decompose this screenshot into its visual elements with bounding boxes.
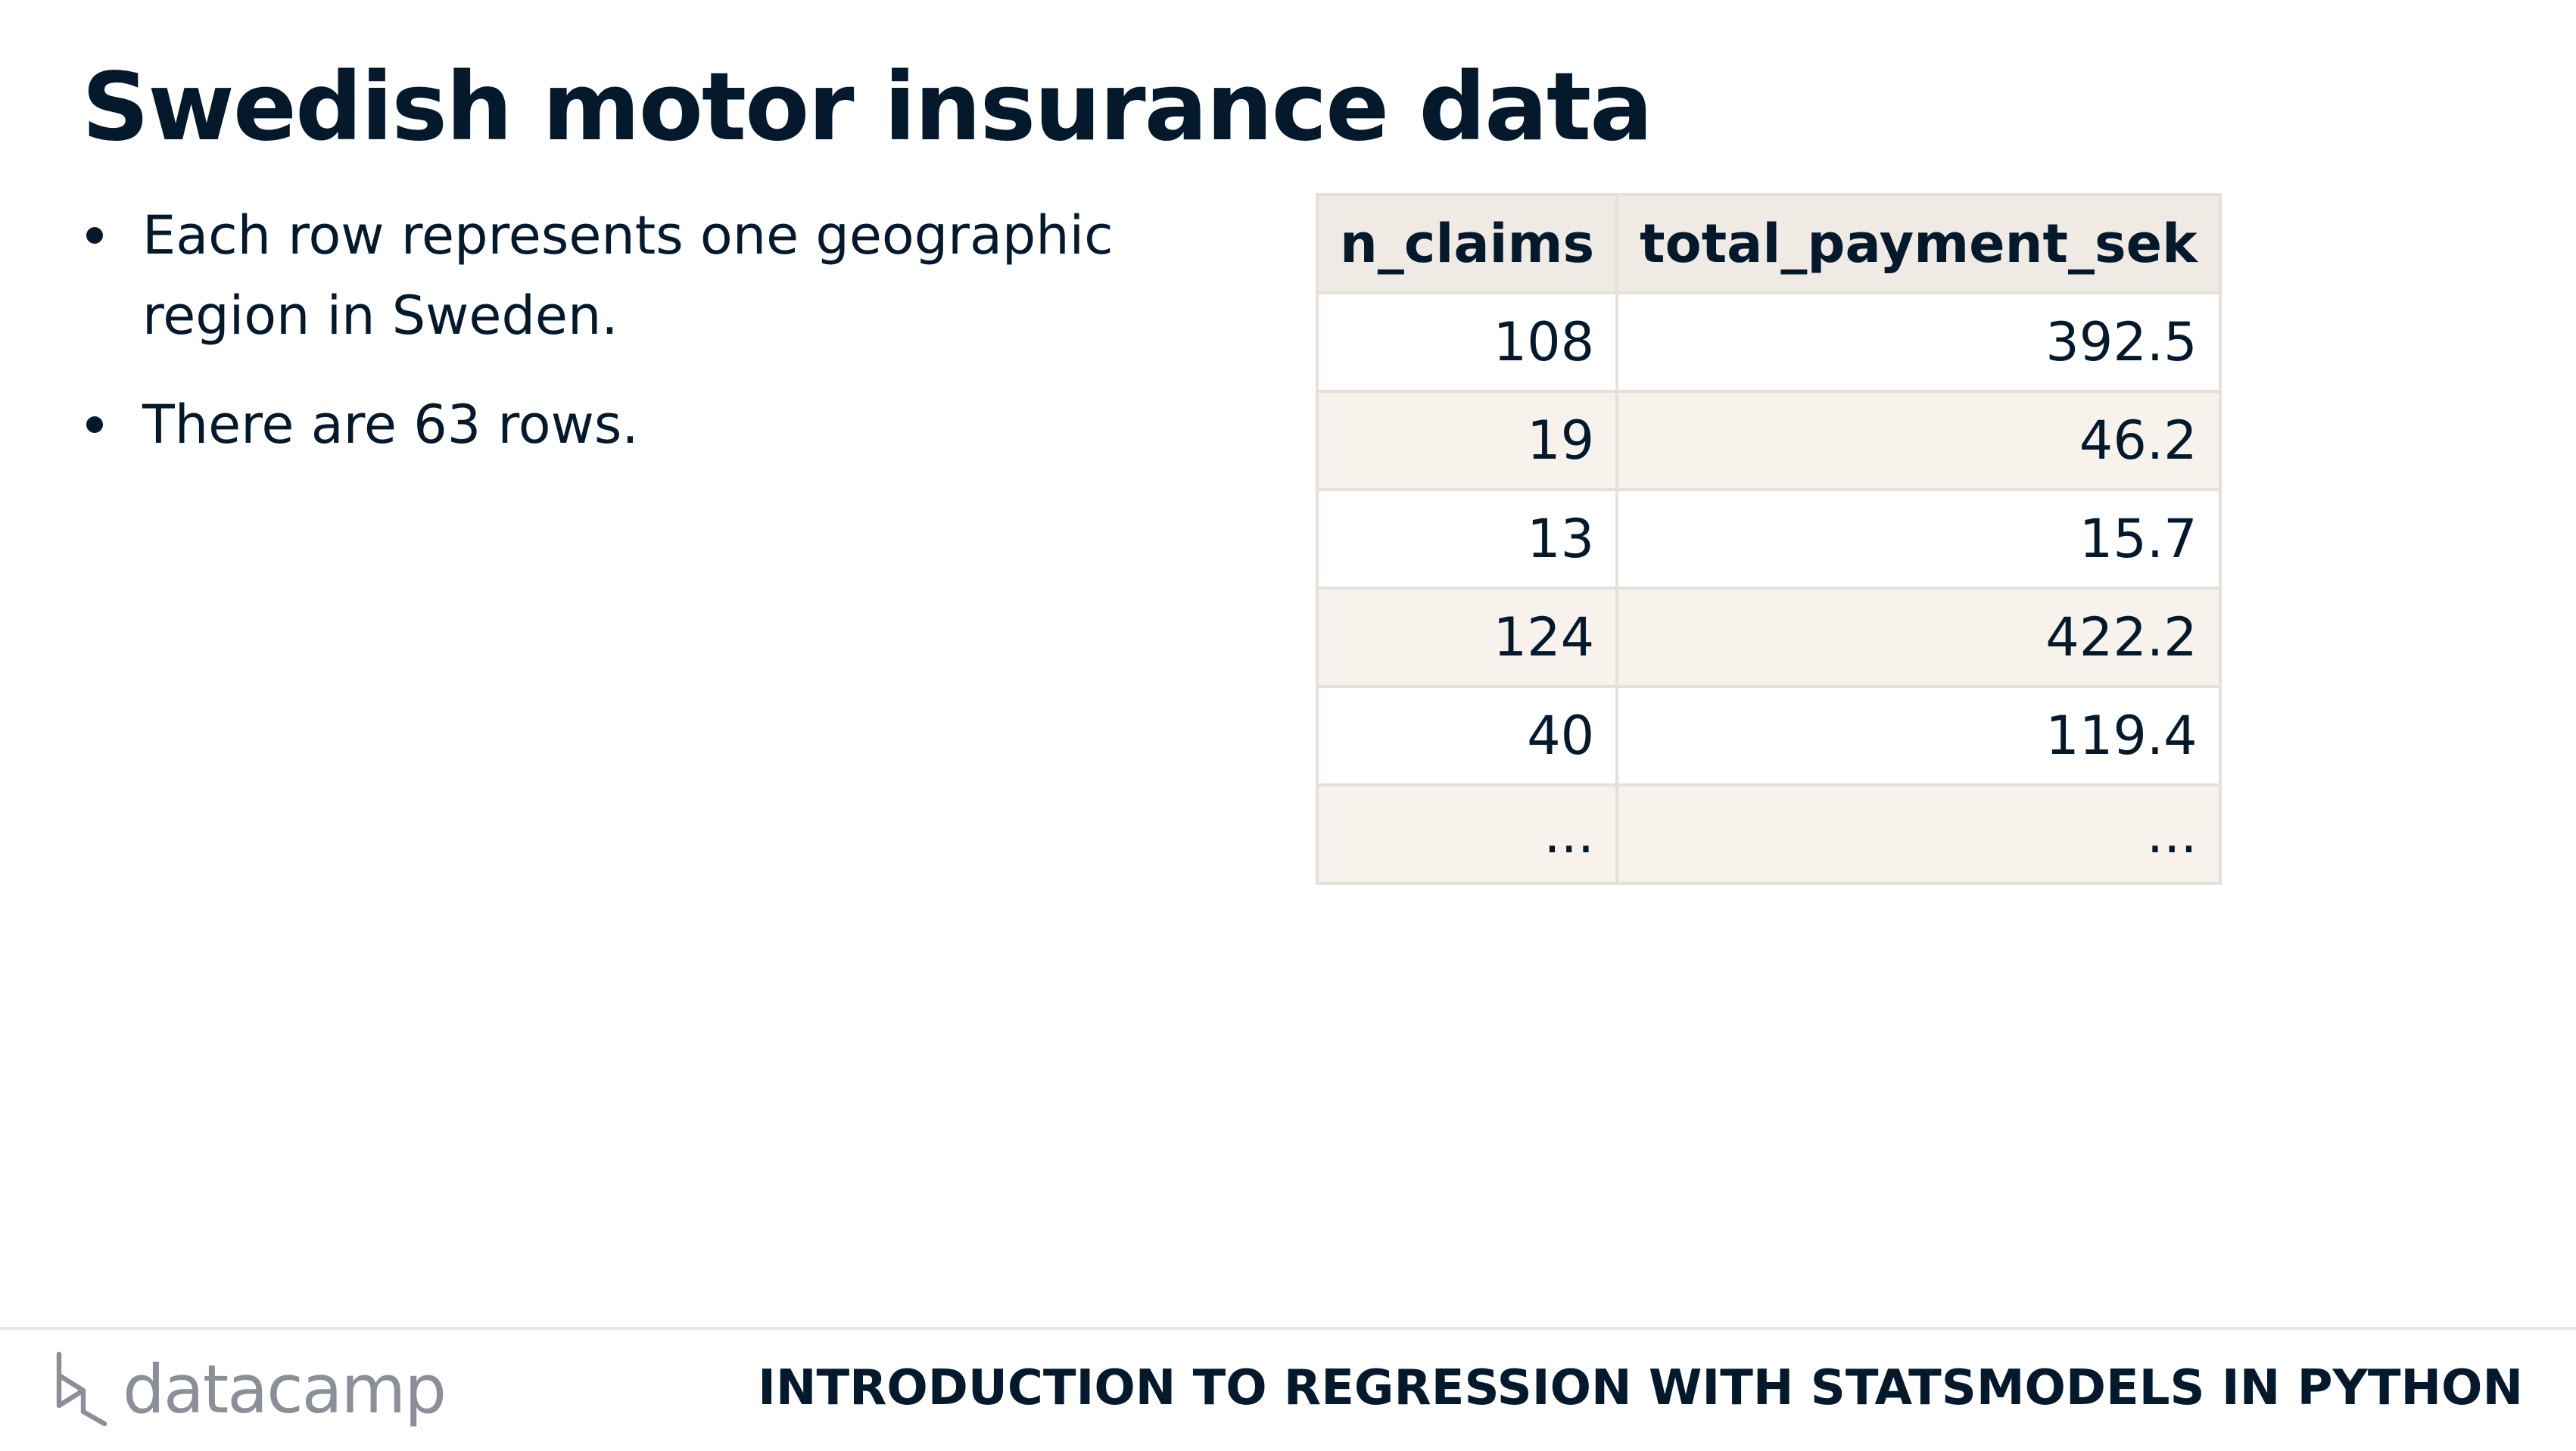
bullet-item: Each row represents one geographic regio… (82, 195, 1293, 356)
cell-n-claims: 124 (1315, 587, 1619, 688)
bullet-dot-icon (86, 227, 103, 244)
cell-n-claims: 108 (1315, 291, 1619, 393)
cell-n-claims: 13 (1315, 488, 1619, 590)
cell-total-payment: 46.2 (1615, 390, 2222, 491)
cell-n-claims: ... (1315, 783, 1619, 885)
datacamp-logo: datacamp (53, 1347, 447, 1431)
table-row: 40 119.4 (1315, 685, 2222, 786)
logo-text: datacamp (123, 1350, 447, 1428)
cell-n-claims: 19 (1315, 390, 1619, 491)
table-header-row: n_claims total_payment_sek (1315, 193, 2222, 294)
footer-divider (0, 1327, 2576, 1330)
cell-total-payment: 15.7 (1615, 488, 2222, 590)
datacamp-logo-icon (56, 1351, 107, 1427)
bullet-dot-icon (86, 416, 103, 433)
table-row: 124 422.2 (1315, 587, 2222, 688)
bullet-list: Each row represents one geographic regio… (82, 195, 1293, 494)
cell-total-payment: 392.5 (1615, 291, 2222, 393)
data-table: n_claims total_payment_sek 108 392.5 19 … (1315, 193, 2222, 885)
table-row: 108 392.5 (1315, 291, 2222, 393)
slide-title: Swedish motor insurance data (82, 53, 1653, 162)
cell-total-payment: 119.4 (1615, 685, 2222, 786)
bullet-text: There are 63 rows. (142, 394, 639, 456)
bullet-text: Each row represents one geographic regio… (142, 204, 1114, 347)
column-header-total-payment: total_payment_sek (1615, 193, 2222, 294)
cell-n-claims: 40 (1315, 685, 1619, 786)
bullet-item: There are 63 rows. (82, 385, 1293, 465)
table-row: 13 15.7 (1315, 488, 2222, 590)
table-row: ... ... (1315, 783, 2222, 885)
cell-total-payment: ... (1615, 783, 2222, 885)
column-header-n-claims: n_claims (1315, 193, 1619, 294)
cell-total-payment: 422.2 (1615, 587, 2222, 688)
table-row: 19 46.2 (1315, 390, 2222, 491)
course-title: INTRODUCTION TO REGRESSION WITH STATSMOD… (758, 1360, 2523, 1416)
